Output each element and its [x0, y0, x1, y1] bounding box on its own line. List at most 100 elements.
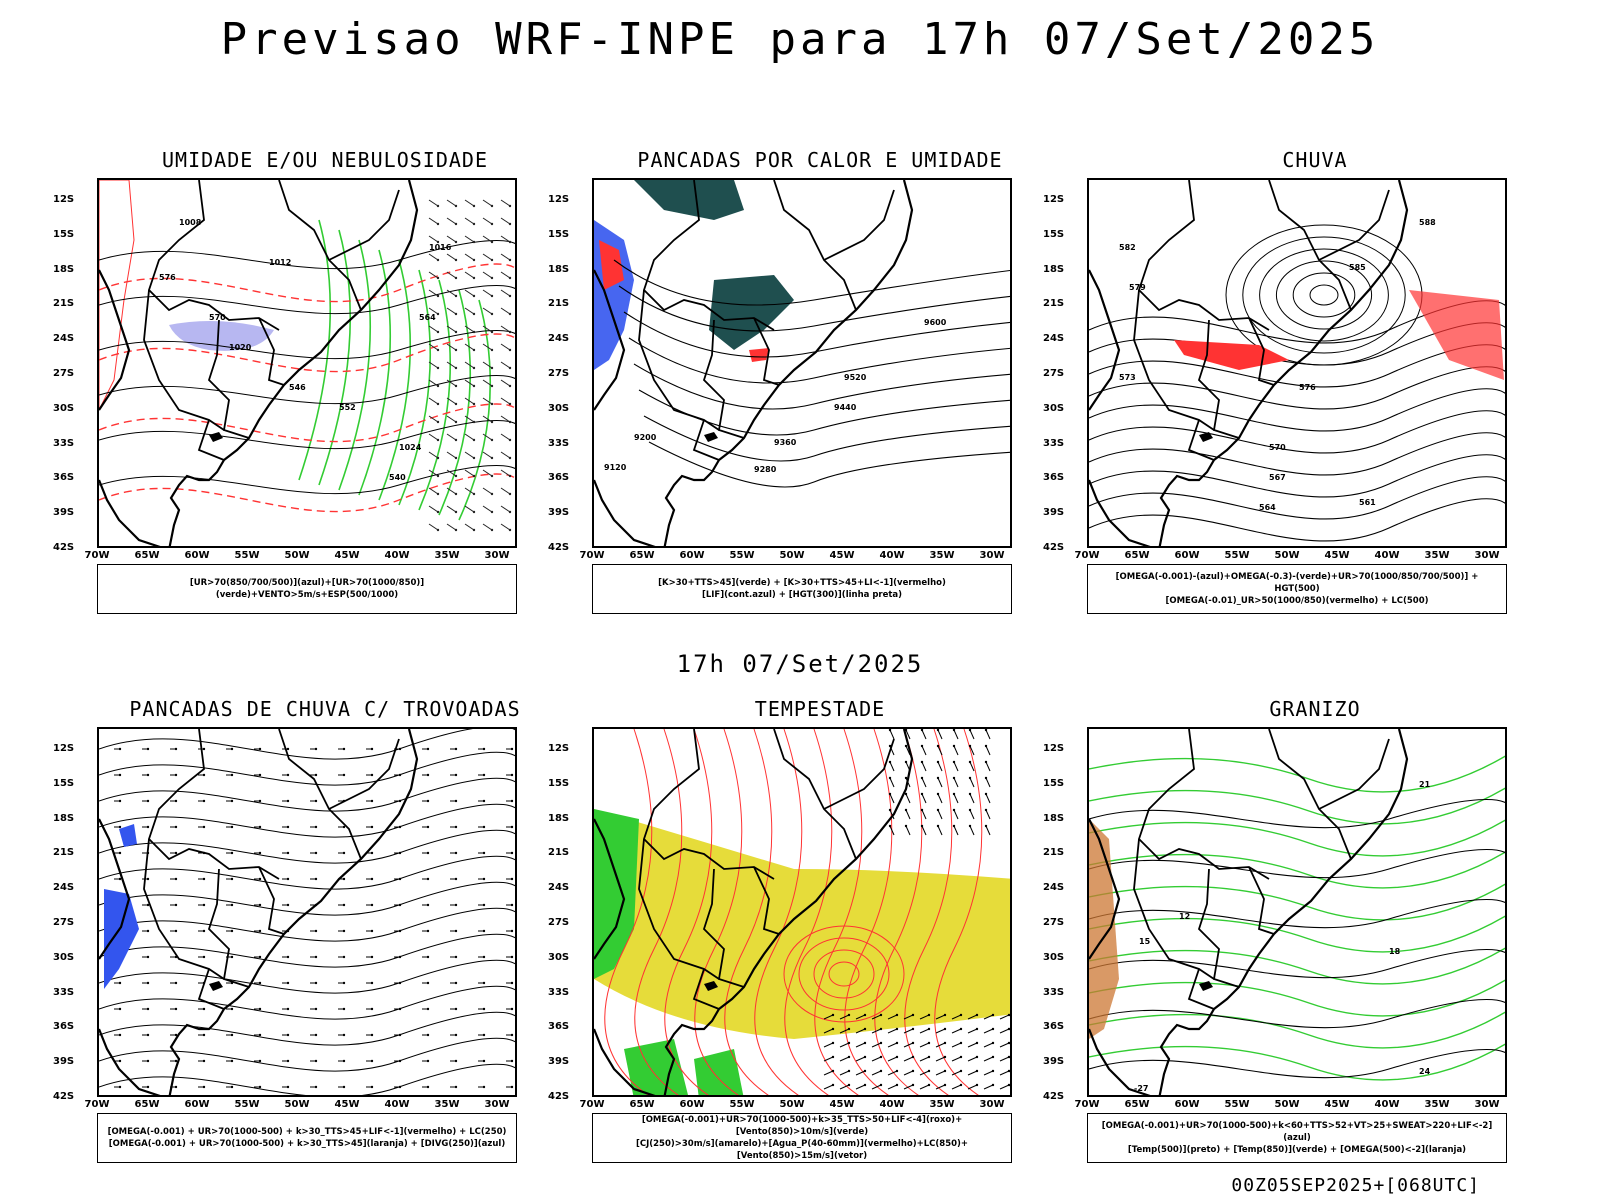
lon-tick-label: 65W: [629, 1099, 655, 1110]
wind-vector-head: [490, 258, 494, 262]
wind-vector-head: [936, 792, 940, 796]
wind-vector: [953, 793, 959, 804]
height-500hpa-contour: [1089, 410, 1505, 454]
streamline: [99, 1037, 515, 1072]
streamline-arrow-head: [118, 981, 122, 985]
wind-vector-head: [1007, 1055, 1010, 1059]
contour-label: 588: [1419, 218, 1436, 227]
temp-500hpa-contour: [1089, 798, 1505, 829]
streamline-arrow-head: [314, 877, 318, 881]
streamline-arrow-head: [510, 799, 514, 803]
lat-tick-label: 21S: [1043, 298, 1065, 310]
streamline-arrow-head: [342, 1007, 346, 1011]
wind-vector-head: [943, 1027, 947, 1031]
lat-tick-label: 18S: [53, 812, 75, 824]
wind-vector-head: [472, 276, 476, 280]
wind-vector-head: [436, 348, 440, 352]
lagoon-shape: [704, 432, 718, 442]
wind-vector-head: [927, 1041, 931, 1045]
wind-vector-head: [927, 1027, 931, 1031]
wind-vector: [823, 1070, 834, 1076]
wind-vector-head: [920, 744, 924, 748]
streamline-arrow-head: [398, 747, 402, 751]
streamline-arrow-head: [398, 1033, 402, 1037]
streamline-arrow-head: [174, 903, 178, 907]
wind-vector-head: [863, 1069, 867, 1073]
wind-vector-head: [888, 792, 892, 796]
contour-label: 573: [1119, 373, 1136, 382]
streamline-arrow-head: [286, 747, 290, 751]
streamline-arrow-head: [482, 799, 486, 803]
country-border: [328, 189, 400, 261]
wind-vector: [937, 729, 943, 740]
lat-tick-label: 39S: [548, 507, 570, 519]
temp-850hpa-contour: [1089, 755, 1505, 793]
wind-vector-head: [984, 808, 988, 812]
lagoon-shape: [209, 432, 223, 442]
temp-500hpa-contour: [1089, 848, 1505, 879]
wind-vector-head: [454, 348, 458, 352]
humidity-green-contour: [298, 219, 332, 481]
wind-vector-head: [968, 824, 972, 828]
wind-vector-head: [936, 808, 940, 812]
wind-vector: [889, 809, 895, 820]
wind-vector-head: [436, 474, 440, 478]
streamline-arrow-head: [118, 877, 122, 881]
streamline-arrow-head: [118, 1007, 122, 1011]
wind-vector-head: [490, 474, 494, 478]
streamline-arrow-head: [454, 799, 458, 803]
streamline-arrow-head: [202, 903, 206, 907]
wind-vector: [500, 325, 511, 333]
wind-vector-head: [490, 348, 494, 352]
wind-vector-head: [436, 492, 440, 496]
wind-vector-head: [436, 294, 440, 298]
contour-label: 9440: [834, 403, 857, 412]
streamline-arrow-head: [454, 825, 458, 829]
lat-tick-label: 27S: [548, 917, 570, 928]
wind-vector: [428, 505, 439, 513]
wind-vector: [919, 1056, 930, 1062]
streamline-arrow-head: [510, 903, 514, 907]
streamline: [99, 729, 515, 760]
wind-vector-head: [936, 824, 940, 828]
contour-label: 1008: [179, 218, 202, 227]
divergence-area: [119, 824, 137, 847]
wind-vector: [889, 761, 895, 772]
streamline-arrow-head: [258, 981, 262, 985]
wind-vector-head: [888, 824, 892, 828]
wind-vector: [500, 415, 511, 423]
wind-vector-head: [984, 744, 988, 748]
height-300hpa-contour: [638, 389, 1010, 436]
country-border: [207, 319, 250, 439]
wind-vector-head: [490, 492, 494, 496]
wind-vector-head: [436, 510, 440, 514]
wind-vector: [482, 325, 493, 333]
streamline-arrow-head: [482, 981, 486, 985]
wind-vector: [428, 199, 439, 207]
lon-tick-label: 60W: [184, 1099, 210, 1110]
streamline-arrow-head: [482, 825, 486, 829]
temp-500hpa-contour: [1089, 898, 1505, 929]
wind-vector: [500, 217, 511, 225]
country-border: [147, 729, 280, 880]
contour-label: 9280: [754, 465, 777, 474]
wind-vector: [887, 1014, 898, 1020]
wind-vector-head: [943, 1041, 947, 1045]
map-area: 1008 1012 1016 1020 1024 570 576 552 564 546 540: [97, 178, 517, 548]
legend-line: [UR>70(850/700/500)](azul)+[UR>70(1000/8…: [189, 578, 425, 600]
legend-line: [CJ(250)>30m/s](amarelo)+[Agua_P(40-60mm…: [635, 1139, 969, 1161]
wind-vector: [999, 1028, 1010, 1034]
lon-tick-label: 65W: [1124, 1099, 1150, 1110]
lat-tick-label: 15S: [53, 777, 75, 789]
streamline-arrow-head: [258, 877, 262, 881]
wind-vector: [983, 1042, 994, 1048]
streamline: [99, 959, 515, 994]
coastline-east: [1158, 729, 1409, 1095]
lon-tick-label: 60W: [1174, 550, 1200, 561]
streamline: [99, 881, 515, 916]
wind-vector: [969, 809, 975, 820]
wind-vector: [428, 253, 439, 261]
lat-tick-label: 36S: [1043, 472, 1065, 484]
wind-vector: [464, 487, 475, 495]
streamline-arrow-head: [258, 1059, 262, 1063]
